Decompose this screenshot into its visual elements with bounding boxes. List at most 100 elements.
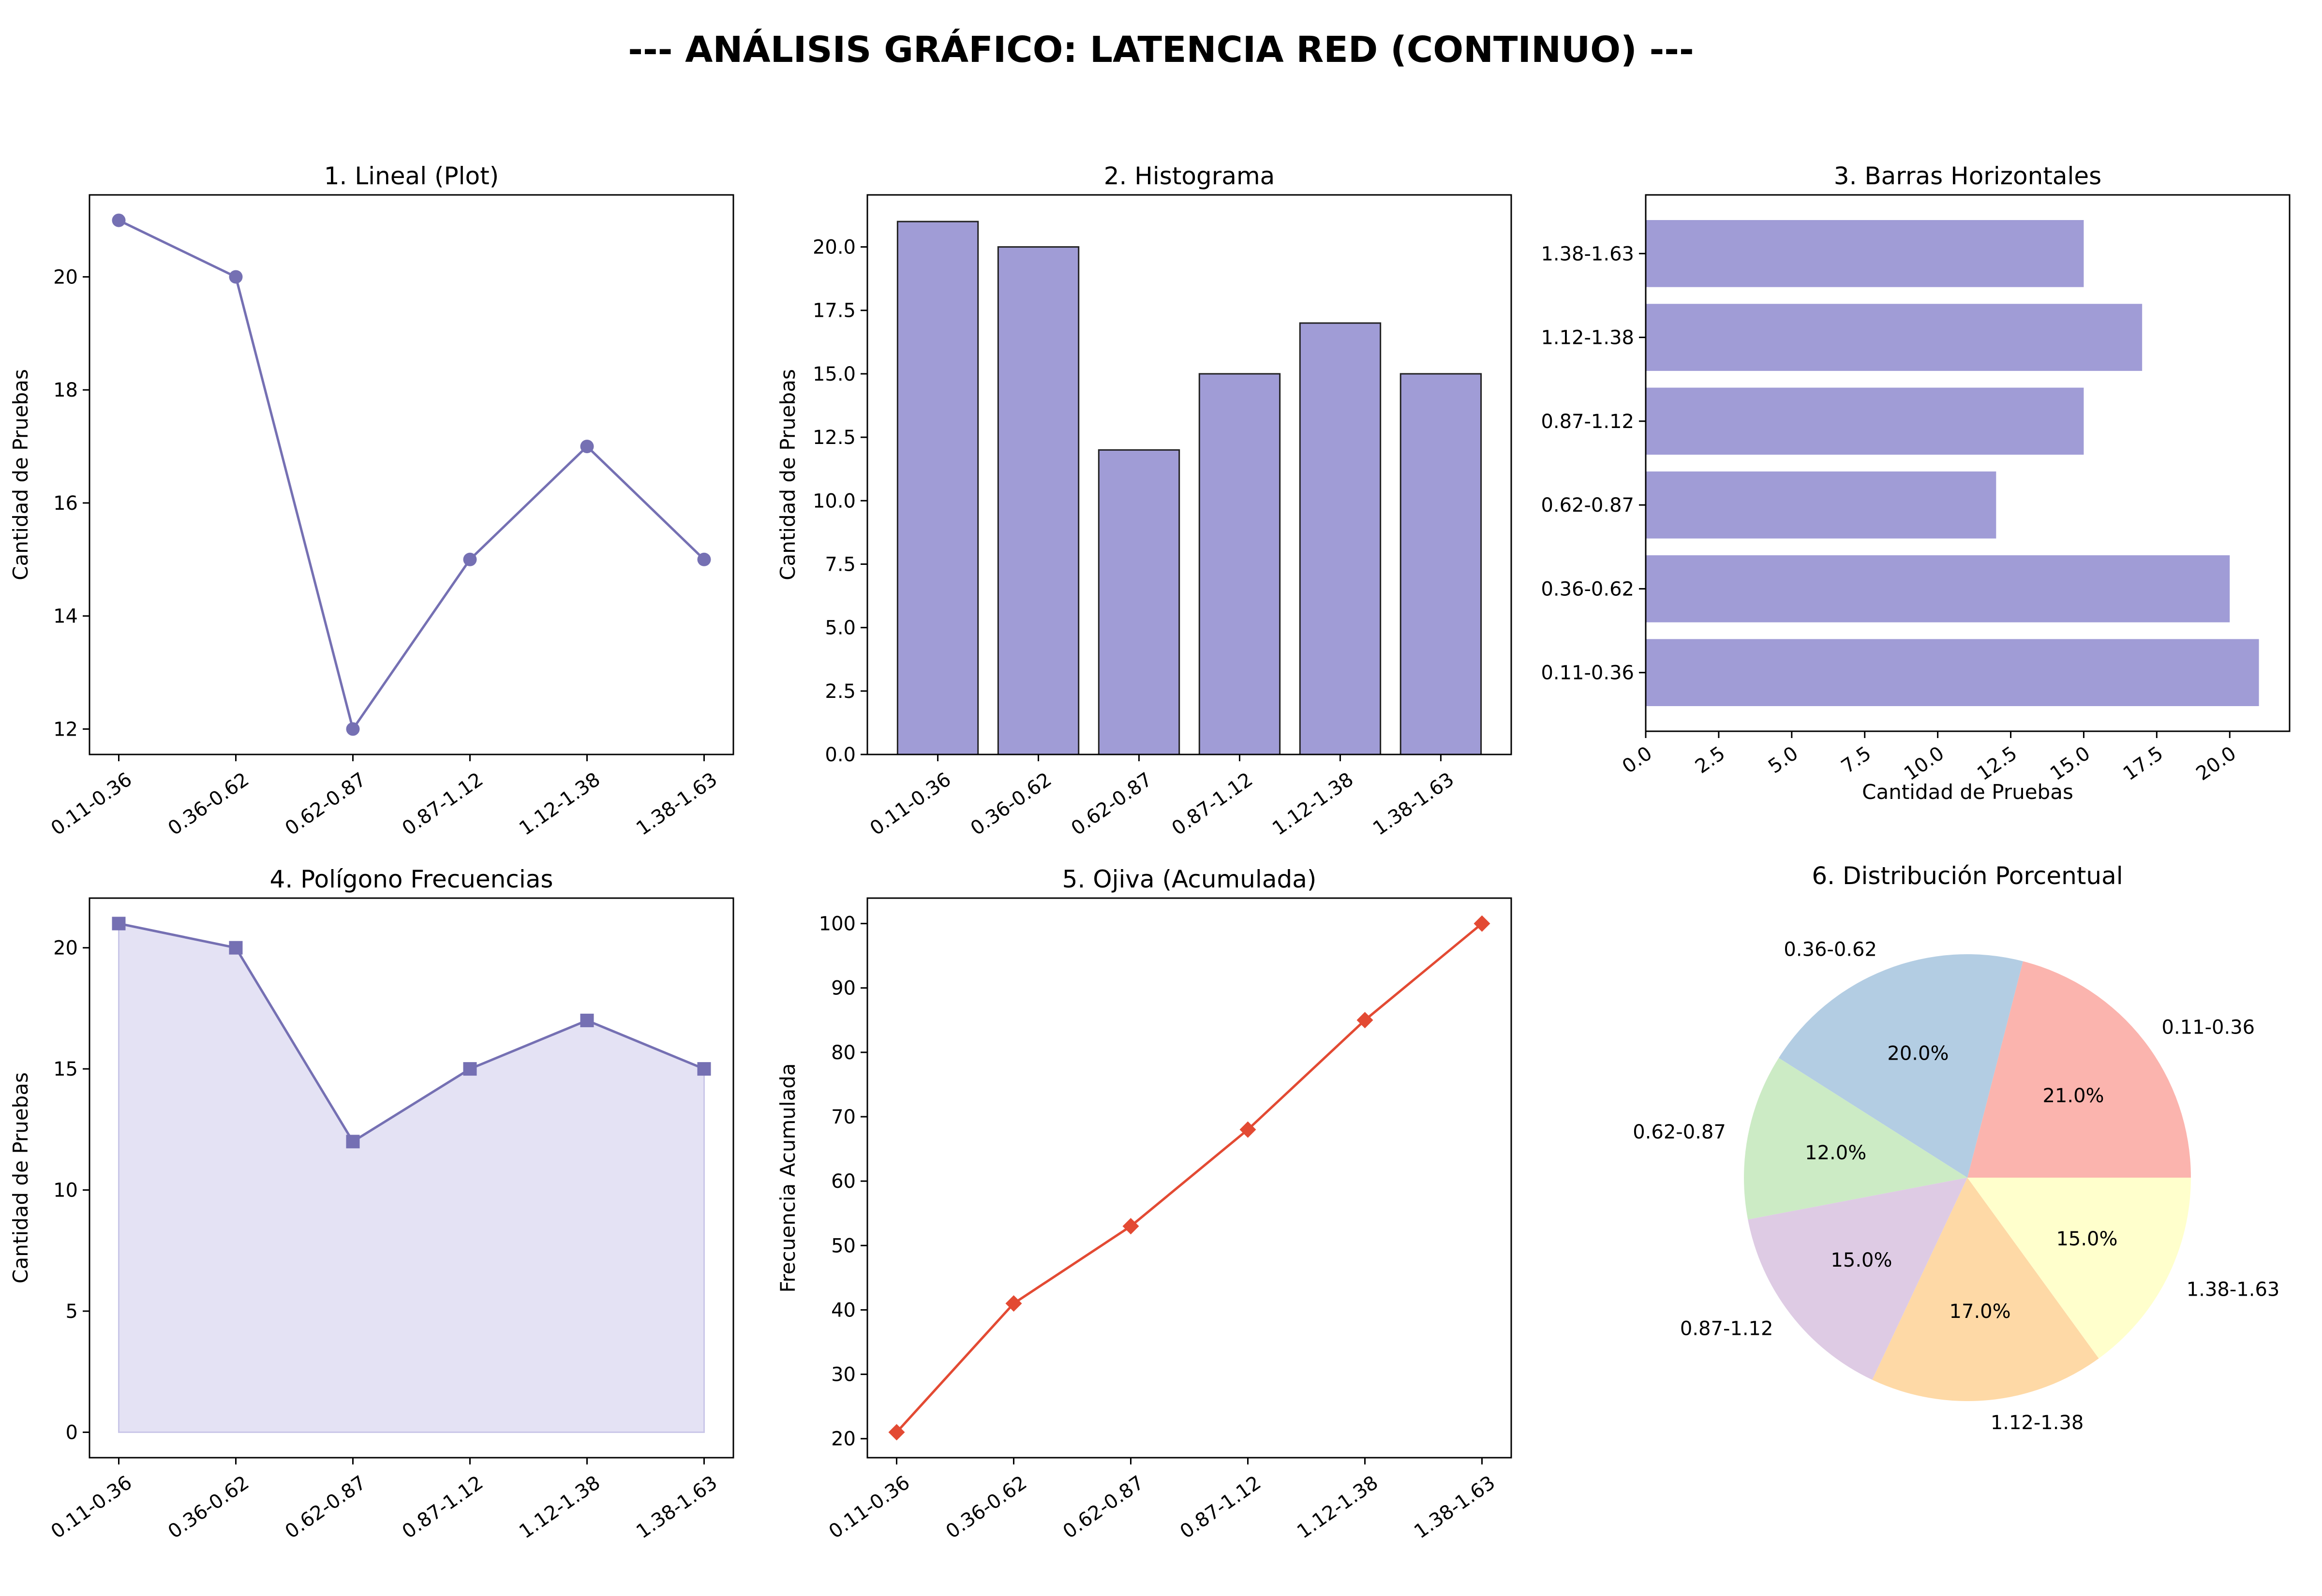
data-point — [112, 213, 126, 227]
y-tick-label: 18 — [53, 379, 78, 401]
pie-category-label: 1.38-1.63 — [2187, 1279, 2280, 1301]
horizontal-bar — [1646, 639, 2259, 707]
pie-category-label: 0.36-0.62 — [1784, 938, 1877, 961]
data-point — [1005, 1295, 1022, 1312]
y-tick-label: 30 — [831, 1364, 856, 1386]
panel-title: 4. Polígono Frecuencias — [270, 865, 553, 893]
data-point — [463, 552, 477, 566]
data-point — [463, 1062, 477, 1076]
pie-slice — [1967, 1178, 2191, 1359]
pie-percent-label: 20.0% — [1887, 1042, 1949, 1064]
horizontal-bar — [1646, 387, 2084, 455]
horizontal-bar — [1646, 471, 1996, 539]
y-axis-label: Frecuencia Acumulada — [776, 1063, 800, 1292]
horizontal-bar — [1646, 555, 2230, 622]
data-point — [697, 552, 711, 566]
y-tick-label: 0 — [66, 1421, 78, 1444]
y-tick-label: 1.12-1.38 — [1541, 327, 1634, 349]
pie-slice — [1748, 1178, 1967, 1380]
pie-percent-label: 12.0% — [1805, 1142, 1866, 1164]
figure-suptitle: --- ANÁLISIS GRÁFICO: LATENCIA RED (CONT… — [628, 28, 1694, 71]
y-tick-label: 16 — [53, 492, 78, 515]
axes-frame — [89, 897, 734, 1459]
y-tick-label: 20 — [831, 1428, 856, 1450]
y-tick-label: 40 — [831, 1299, 856, 1321]
data-point — [697, 1062, 711, 1076]
y-tick-label: 0.11-0.36 — [1541, 662, 1634, 684]
y-tick-label: 0.62-0.87 — [1541, 494, 1634, 517]
y-tick-label: 20 — [53, 266, 78, 288]
y-tick-label: 15.0 — [813, 363, 856, 385]
pie-slice — [1967, 961, 2191, 1178]
histogram-bar — [997, 246, 1080, 755]
data-point — [888, 1424, 905, 1441]
y-tick-label: 15 — [53, 1058, 78, 1080]
pie-percent-label: 17.0% — [1950, 1300, 2011, 1323]
y-tick-label: 0.36-0.62 — [1541, 578, 1634, 600]
pie-category-label: 0.62-0.87 — [1633, 1121, 1726, 1143]
pie-slice — [1744, 1058, 1967, 1220]
panel-title: 6. Distribución Porcentual — [1812, 862, 2123, 890]
horizontal-bar — [1646, 304, 2143, 371]
data-point — [112, 916, 126, 931]
data-point — [1122, 1218, 1139, 1235]
panel-pie: 6. Distribución Porcentual 21.0% 0.11-0.36… — [1633, 862, 2279, 1434]
panel-title: 3. Barras Horizontales — [1834, 162, 2101, 190]
axes-frame — [89, 194, 734, 755]
axes-frame — [866, 194, 1512, 755]
y-tick-label: 2.5 — [825, 680, 856, 703]
histogram-bar — [1198, 373, 1281, 755]
y-tick-label: 0.0 — [825, 744, 856, 766]
series-line — [118, 922, 705, 1143]
y-tick-label: 17.5 — [813, 300, 856, 322]
y-tick-label: 90 — [831, 977, 856, 1000]
y-tick-label: 20 — [53, 937, 78, 960]
y-tick-label: 80 — [831, 1042, 856, 1064]
data-point — [580, 1013, 594, 1027]
axes-frame — [866, 897, 1512, 1459]
axes-frame — [1645, 194, 2291, 732]
data-point — [1239, 1121, 1256, 1138]
y-axis-label: Cantidad de Pruebas — [9, 1072, 32, 1284]
series-line — [895, 922, 1483, 1433]
pie-percent-label: 15.0% — [1831, 1249, 1892, 1271]
data-point — [346, 722, 360, 736]
y-axis-label: Cantidad de Pruebas — [9, 369, 32, 580]
y-tick-label: 14 — [53, 606, 78, 628]
data-point — [229, 941, 243, 955]
y-tick-label: 7.5 — [825, 553, 856, 576]
y-tick-label: 5 — [66, 1300, 78, 1323]
pie-percent-label: 15.0% — [2056, 1228, 2117, 1250]
y-axis-label: Cantidad de Pruebas — [776, 369, 800, 580]
series-line — [118, 219, 705, 732]
y-tick-label: 12 — [53, 718, 78, 740]
histogram-bar — [896, 221, 979, 755]
data-point — [1474, 915, 1490, 932]
y-tick-label: 10 — [53, 1180, 78, 1202]
pie-category-label: 1.12-1.38 — [1991, 1412, 2084, 1434]
pie-slice — [1872, 1178, 2099, 1401]
x-axis-label: Cantidad de Pruebas — [1862, 780, 2073, 804]
y-tick-label: 12.5 — [813, 427, 856, 449]
data-point — [346, 1135, 360, 1149]
panel-title: 1. Lineal (Plot) — [324, 162, 499, 190]
histogram-bar — [1098, 449, 1180, 755]
pie-slice — [1778, 954, 2023, 1178]
y-tick-label: 20.0 — [813, 236, 856, 259]
histogram-bar — [1299, 322, 1382, 755]
y-tick-label: 1.38-1.63 — [1541, 243, 1634, 265]
y-tick-label: 10.0 — [813, 490, 856, 512]
y-tick-label: 60 — [831, 1170, 856, 1193]
y-tick-label: 100 — [819, 913, 856, 935]
pie-category-label: 0.11-0.36 — [2162, 1017, 2255, 1039]
y-tick-label: 5.0 — [825, 617, 856, 639]
panel-title: 2. Histograma — [1104, 162, 1275, 190]
data-point — [229, 270, 243, 284]
y-tick-label: 0.87-1.12 — [1541, 411, 1634, 433]
y-tick-label: 50 — [831, 1235, 856, 1257]
panel-title: 5. Ojiva (Acumulada) — [1062, 865, 1317, 893]
data-point — [580, 440, 594, 454]
y-tick-label: 70 — [831, 1106, 856, 1128]
panel-horizontal-bars: 3. Barras Horizontales 0.11-0.36 0.36-0.62… — [1541, 162, 2291, 804]
